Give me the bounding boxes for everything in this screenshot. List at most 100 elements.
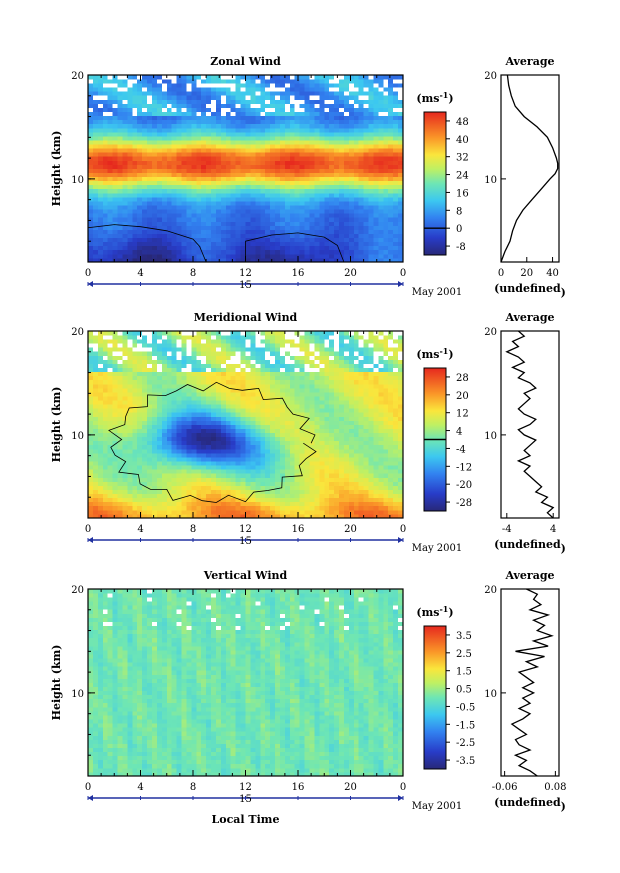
heatmap-cell [102,416,109,421]
heatmap-cell [147,152,153,157]
heatmap-cell [353,144,360,149]
heatmap-cell [132,192,138,198]
heatmap-cell [235,209,241,214]
heatmap-cell [156,351,163,356]
heatmap-cell [398,95,404,100]
heatmap-cell [284,416,291,421]
heatmap-cell [137,188,143,194]
heatmap-cell [245,501,251,507]
heatmap-cell [255,477,261,482]
chart-title: Zonal Wind [210,55,281,68]
heatmap-cell [393,229,399,234]
heatmap-cell [230,424,237,429]
heatmap-cell [142,111,148,117]
heatmap-cell [107,184,114,190]
heatmap-cell [215,335,222,340]
heatmap-cell [171,87,177,92]
heatmap-cell [112,477,118,482]
heatmap-cell [275,144,281,149]
heatmap-cell [398,217,404,222]
heatmap-cell [284,257,291,263]
heatmap-cell [176,83,182,88]
heatmap-cell [147,383,153,389]
heatmap-cell [220,180,227,186]
heatmap-cell [225,513,232,519]
heatmap-cell [225,103,232,108]
heatmap-cell [156,363,163,368]
heatmap-cell [393,257,399,263]
heatmap-cell [245,160,251,165]
heatmap-cell [339,95,345,100]
heatmap-cell [191,213,197,218]
heatmap-cell [304,123,310,129]
heatmap-cell [156,245,163,251]
heatmap-cell [220,79,227,84]
heatmap-cell [211,241,217,247]
heatmap-cell [314,91,320,96]
heatmap-cell [279,241,286,247]
heatmap-cell [206,172,212,178]
heatmap-cell [166,465,173,470]
heatmap-cell [304,184,310,190]
heatmap-cell [383,107,389,112]
heatmap-cell [211,343,217,348]
heatmap-cell [255,335,261,340]
heatmap-cell [235,245,241,251]
heatmap-cell [97,424,104,429]
heatmap-cell [250,343,256,348]
heatmap-cell [211,83,217,88]
heatmap-cell [245,233,251,239]
heatmap-cell [334,172,340,178]
heatmap-cell [378,95,384,100]
heatmap-cell [147,355,153,360]
heatmap-cell [279,201,286,206]
heatmap-cell [191,363,197,368]
heatmap-cell [181,180,187,186]
heatmap-cell [171,424,177,429]
heatmap-cell [215,363,222,368]
heatmap-cell [112,440,118,446]
heatmap-cell [265,339,271,344]
heatmap-cell [166,172,173,178]
heatmap-cell [156,404,163,409]
heatmap-cell [92,469,99,474]
heatmap-cell [186,477,192,482]
heatmap-cell [161,383,168,389]
heatmap-cell [270,172,276,178]
heatmap-cell [191,180,197,186]
heatmap-cell [117,371,123,377]
heatmap-cell [220,123,227,129]
heatmap-cell [329,140,335,145]
heatmap-cell [201,144,207,149]
colorbar-unit: (ms-1) [416,90,453,105]
heatmap-cell [220,99,227,104]
heatmap-cell [186,99,192,104]
heatmap-cell [279,221,286,226]
heatmap-cell [215,209,222,214]
heatmap-cell [161,180,168,186]
heatmap-cell [294,91,301,96]
heatmap-cell [102,473,109,478]
heatmap-cell [240,221,246,226]
heatmap-cell [186,144,192,149]
heatmap-cell [279,363,286,368]
heatmap-cell [196,485,202,490]
heatmap-cell [147,79,153,84]
heatmap-cell [334,135,340,141]
heatmap-cell [186,225,192,230]
heatmap-cell [270,343,276,348]
heatmap-cell [289,127,296,133]
heatmap-cell [171,148,177,153]
heatmap-cell [127,416,133,421]
heatmap-cell [299,107,305,112]
heatmap-cell [358,79,365,84]
heatmap-cell [206,477,212,482]
heatmap-cell [314,115,320,121]
heatmap-cell [255,217,261,222]
heatmap-cell [319,144,325,149]
colorbar-tick-label: 16 [456,188,469,199]
heatmap-cell [235,379,241,385]
heatmap-cell [275,493,281,499]
heatmap-cell [270,87,276,92]
heatmap-cell [171,387,177,393]
